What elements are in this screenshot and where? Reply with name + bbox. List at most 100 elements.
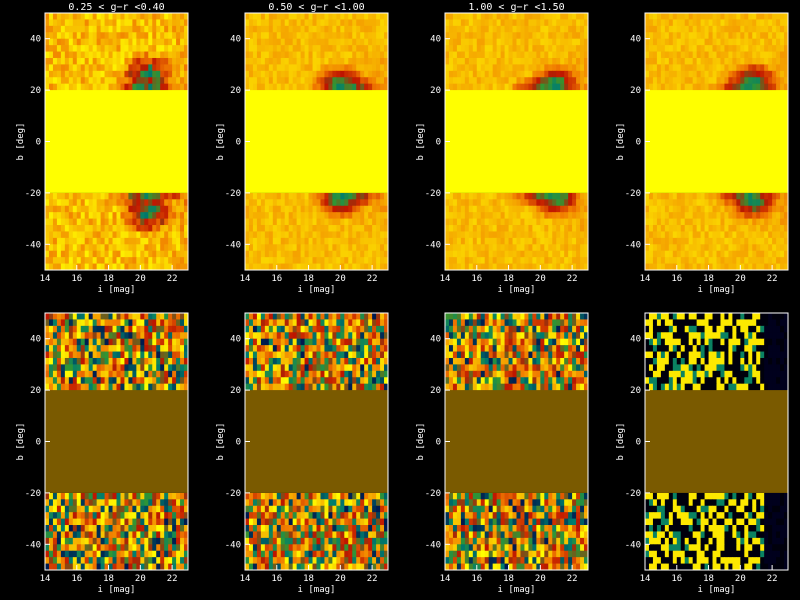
heatmap-cell [172,332,177,340]
heatmap-cell [280,70,286,78]
heatmap-cell [56,492,62,500]
heatmap-cell [332,25,337,33]
heatmap-cell [112,199,117,207]
heatmap-cell [100,19,105,27]
heatmap-cell [104,557,109,564]
heatmap-cell [340,45,345,52]
heatmap-cell [296,237,302,245]
heatmap-cell [88,225,94,232]
heatmap-cell [284,199,290,207]
heatmap-cell [740,64,745,72]
heatmap-cell [312,364,317,372]
heatmap-cell [516,45,521,52]
heatmap-cell [48,13,54,20]
heatmap-cell [320,218,325,226]
heatmap-cell [276,263,282,271]
heatmap-cell [100,70,105,78]
heatmap-cell [292,257,298,264]
heatmap-cell [716,64,721,72]
heatmap-cell [284,351,290,359]
heatmap-cell [92,338,98,346]
heatmap-cell [168,525,173,532]
heatmap-cell [672,45,678,52]
heatmap-cell [172,263,177,271]
heatmap-cell [448,257,454,264]
heatmap-cell [144,19,149,27]
heatmap-cell [180,32,185,40]
heatmap-cell [172,244,177,252]
heatmap-cell [484,250,490,258]
heatmap-cell [132,225,137,232]
heatmap-cell [124,25,129,33]
heatmap-cell [268,338,274,346]
heatmap-cell [568,263,573,271]
heatmap-cell [76,537,82,545]
heatmap-cell [300,192,305,200]
heatmap-cell [64,505,70,513]
heatmap-cell [568,205,573,213]
heatmap-cell [560,237,565,245]
heatmap-cell [560,231,565,239]
heatmap-cell [348,257,353,264]
heatmap-cell [124,57,129,65]
heatmap-cell [156,263,161,271]
heatmap-cell [68,525,74,532]
heatmap-cell [508,51,513,59]
heatmap-cell [100,77,105,85]
heatmap-cell [580,205,585,213]
heatmap-cell [672,38,678,46]
heatmap-cell [764,199,769,207]
heatmap-cell [132,370,137,378]
heatmap-cell [448,77,454,85]
heatmap-cell [344,370,349,378]
heatmap-cell [116,25,121,33]
heatmap-cell [380,383,385,391]
heatmap-cell [448,231,454,239]
heatmap-cell [168,357,173,365]
heatmap-cell [84,250,90,258]
heatmap-cell [468,231,474,239]
heatmap-cell [712,77,717,85]
heatmap-cell [184,263,189,271]
heatmap-cell [384,313,389,320]
heatmap-cell [312,218,317,226]
heatmap-cell [144,70,149,78]
heatmap-cell [548,218,553,226]
heatmap-cell [104,351,109,359]
heatmap-cell [780,257,785,264]
heatmap-cell [100,525,105,532]
heatmap-cell [384,351,389,359]
heatmap-cell [64,83,70,91]
heatmap-cell [144,250,149,258]
heatmap-cell [480,83,486,91]
heatmap-cell [140,557,145,564]
heatmap-cell [160,319,165,327]
heatmap-cell [688,199,694,207]
heatmap-cell [104,199,109,207]
heatmap-cell [445,237,450,245]
heatmap-cell [445,244,450,252]
heatmap-cell [164,325,169,333]
heatmap-cell [548,199,553,207]
heatmap-cell [160,351,165,359]
heatmap-cell [156,332,161,340]
heatmap-cell [332,57,337,65]
heatmap-cell [52,263,58,271]
heatmap-cell [584,83,589,91]
heatmap-cell [352,199,357,207]
heatmap-cell [144,357,149,365]
heatmap-cell [168,319,173,327]
heatmap-cell [164,237,169,245]
heatmap-cell [500,32,505,40]
heatmap-cell [460,225,466,232]
heatmap-cell [156,351,161,359]
heatmap-cell [245,38,250,46]
heatmap-cell [332,313,337,320]
heatmap-cell [284,13,290,20]
heatmap-cell [136,512,141,519]
heatmap-cell [380,205,385,213]
heatmap-cell [260,357,266,365]
heatmap-cell [84,231,90,239]
heatmap-cell [276,192,282,200]
heatmap-cell [264,70,270,78]
